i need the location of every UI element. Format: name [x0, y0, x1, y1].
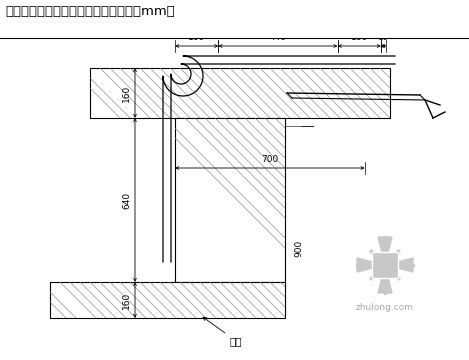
Text: zhulong.com: zhulong.com	[356, 303, 414, 312]
Text: 440: 440	[270, 33, 287, 42]
Text: 20: 20	[379, 33, 388, 42]
Polygon shape	[378, 265, 392, 293]
Bar	[90, 68, 390, 118]
Bar	[0, 0, 469, 38]
Bar	[372, 252, 398, 278]
Bar	[175, 118, 285, 282]
Text: 160: 160	[122, 291, 131, 309]
Polygon shape	[378, 237, 392, 265]
Text: 阳角防撞扶手固定点示意图；（单位：mm）: 阳角防撞扶手固定点示意图；（单位：mm）	[5, 5, 175, 18]
Text: 640: 640	[122, 192, 131, 208]
Text: 700: 700	[261, 155, 279, 164]
Polygon shape	[385, 258, 413, 272]
Text: 900: 900	[294, 239, 303, 257]
Text: 160: 160	[122, 84, 131, 102]
Polygon shape	[357, 258, 385, 272]
Text: 160: 160	[351, 33, 368, 42]
Bar	[50, 282, 285, 318]
Text: 墙体: 墙体	[203, 317, 242, 346]
Text: 160: 160	[188, 33, 205, 42]
